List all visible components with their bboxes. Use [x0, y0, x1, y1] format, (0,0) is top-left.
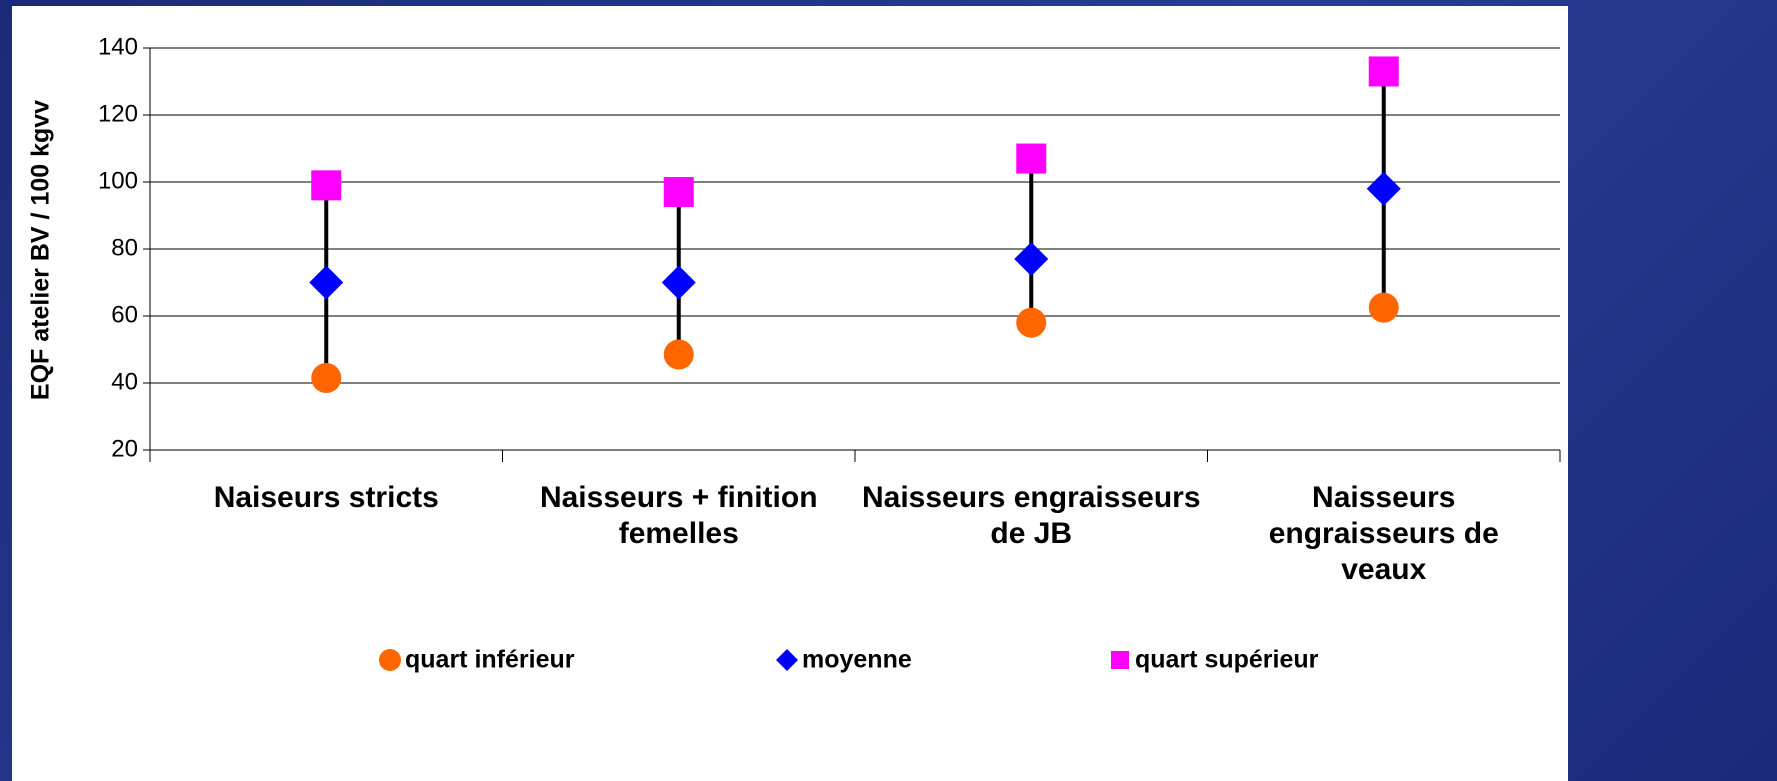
marker: [1368, 56, 1399, 87]
x-tick-label: Naisseurs + finition femelles: [539, 481, 818, 550]
marker: [311, 170, 342, 201]
y-tick-label: 80: [111, 234, 138, 261]
x-tick-label: Naisseurs engraisseurs de veaux: [1268, 481, 1499, 586]
marker: [663, 339, 694, 370]
legend-label: moyenne: [802, 646, 912, 674]
legend-label: quart inférieur: [405, 646, 575, 674]
marker: [1016, 307, 1047, 338]
marker: [1014, 242, 1049, 277]
y-tick-label: 40: [111, 368, 138, 395]
marker: [309, 265, 344, 300]
marker: [1368, 292, 1399, 323]
x-tick-label: Naiseurs stricts: [213, 481, 439, 514]
y-axis-label: EQF atelier BV / 100 kgvv: [27, 100, 55, 400]
y-tick-label: 60: [111, 301, 138, 328]
legend-label: quart supérieur: [1135, 646, 1319, 674]
x-tick-label: Naisseurs engraisseurs de JB: [861, 481, 1201, 550]
marker: [1016, 143, 1047, 174]
marker: [1366, 171, 1401, 206]
marker: [311, 362, 342, 393]
y-tick-label: 120: [98, 100, 138, 127]
legend-marker: [776, 649, 798, 671]
legend-marker: [379, 649, 401, 671]
marker: [661, 265, 696, 300]
chart-panel: [12, 6, 1568, 781]
marker: [663, 177, 694, 208]
y-tick-label: 140: [98, 33, 138, 60]
y-tick-label: 100: [98, 167, 138, 194]
y-tick-label: 20: [111, 435, 138, 462]
legend-marker: [1111, 651, 1129, 669]
